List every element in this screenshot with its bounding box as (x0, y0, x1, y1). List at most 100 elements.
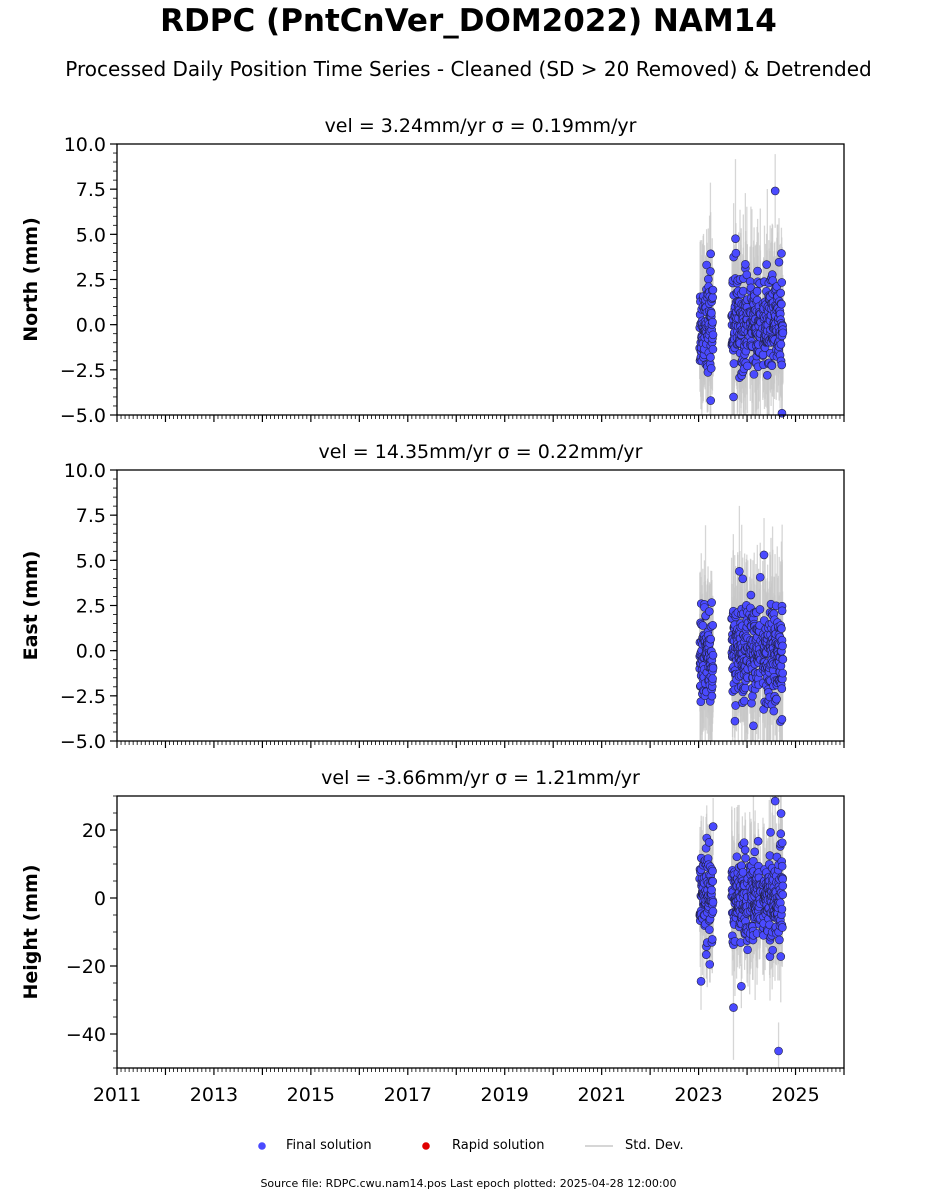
data-series-final (695, 505, 788, 741)
data-point (777, 278, 787, 287)
data-point (777, 861, 787, 871)
data-point (777, 684, 787, 693)
data-point (739, 838, 749, 847)
chart-title: RDPC (PntCnVer_DOM2022) NAM14 (160, 3, 777, 39)
data-point (708, 663, 718, 673)
data-point (743, 361, 752, 371)
data-point (708, 650, 718, 660)
y-axis-label: North (mm) (20, 217, 42, 342)
data-point (707, 598, 716, 607)
data-point (777, 299, 786, 309)
data-point (707, 691, 717, 701)
legend-std: Std. Dev. (585, 1138, 684, 1153)
y-tick-label: 7.5 (76, 505, 106, 527)
data-series-final (695, 154, 788, 418)
x-tick-label: 2019 (481, 1084, 529, 1106)
data-point (749, 721, 758, 731)
data-point (708, 317, 717, 327)
data-point (753, 266, 762, 276)
data-point (746, 590, 756, 600)
y-tick-label: −40 (66, 1024, 106, 1046)
data-point (705, 925, 714, 934)
y-tick-label: 2.5 (76, 596, 106, 618)
y-tick-label: −2.5 (60, 360, 106, 382)
y-tick-label: 20 (82, 820, 106, 842)
data-point (707, 885, 716, 895)
data-point (706, 634, 716, 644)
data-point (708, 822, 718, 831)
panel-title: vel = -3.66mm/yr σ = 1.21mm/yr (321, 767, 640, 789)
data-point (698, 621, 708, 630)
chart-subtitle: Processed Daily Position Time Series - C… (65, 57, 872, 81)
y-tick-label: −5.0 (60, 731, 106, 753)
data-point (702, 260, 711, 270)
rapid-solution-marker (422, 1141, 430, 1150)
data-point (777, 606, 787, 616)
data-point (704, 274, 713, 284)
data-point (740, 683, 750, 693)
x-tick-label: 2015 (287, 1084, 335, 1106)
data-point (732, 852, 742, 862)
y-tick-label: 2.5 (76, 270, 106, 292)
data-point (729, 1003, 738, 1012)
data-point (708, 674, 717, 683)
data-point (762, 260, 771, 269)
data-point (776, 829, 786, 839)
y-axis-label: East (mm) (20, 551, 42, 661)
y-axis-label: Height (mm) (20, 864, 42, 999)
data-point (696, 976, 706, 986)
data-point (776, 952, 786, 961)
data-point (738, 286, 748, 296)
data-point (753, 836, 763, 846)
data-point (777, 715, 787, 724)
panel-3: vel = -3.66mm/yr σ = 1.21mm/yr Height (mm… (20, 767, 845, 1106)
data-point (707, 935, 717, 944)
data-point (777, 838, 787, 848)
y-tick-label: 10.0 (64, 460, 106, 482)
data-point (743, 945, 752, 955)
data-point (778, 881, 788, 891)
data-point (731, 234, 740, 243)
data-point (777, 624, 786, 633)
data-point (778, 923, 787, 932)
x-tick-label: 2023 (674, 1084, 722, 1106)
data-point (701, 950, 711, 959)
data-point (704, 838, 714, 847)
data-point (777, 249, 786, 258)
data-point (774, 257, 784, 267)
data-point (778, 668, 788, 678)
data-point (777, 904, 787, 914)
data-point (755, 605, 765, 614)
data-point (708, 285, 718, 295)
data-point (762, 370, 772, 380)
x-tick-label: 2025 (771, 1084, 819, 1106)
data-point (750, 847, 760, 857)
data-point (706, 249, 715, 259)
data-point (766, 828, 775, 837)
data-point (708, 877, 718, 886)
data-point (706, 267, 715, 276)
x-tick-label: 2011 (93, 1084, 141, 1106)
x-tick-label: 2017 (384, 1084, 432, 1106)
y-tick-label: 0.0 (76, 641, 106, 663)
data-point (741, 260, 750, 269)
data-point (739, 696, 749, 706)
data-point (729, 359, 739, 368)
data-point (730, 716, 740, 726)
data-point (759, 550, 769, 560)
data-point (708, 345, 718, 354)
data-point (708, 330, 718, 340)
y-tick-label: 10.0 (64, 134, 106, 156)
y-tick-label: 5.0 (76, 224, 106, 246)
data-point (774, 1046, 783, 1056)
y-tick-label: 7.5 (76, 179, 106, 201)
data-point (708, 293, 717, 302)
data-point (776, 288, 785, 298)
panel-2: vel = 14.35mm/yr σ = 0.22mm/yr East (mm) −… (20, 441, 845, 753)
data-point (777, 360, 787, 370)
data-point (706, 364, 716, 373)
y-tick-label: 5.0 (76, 550, 106, 572)
legend-final-label: Final solution (286, 1138, 372, 1153)
y-tick-label: −5.0 (60, 405, 106, 427)
